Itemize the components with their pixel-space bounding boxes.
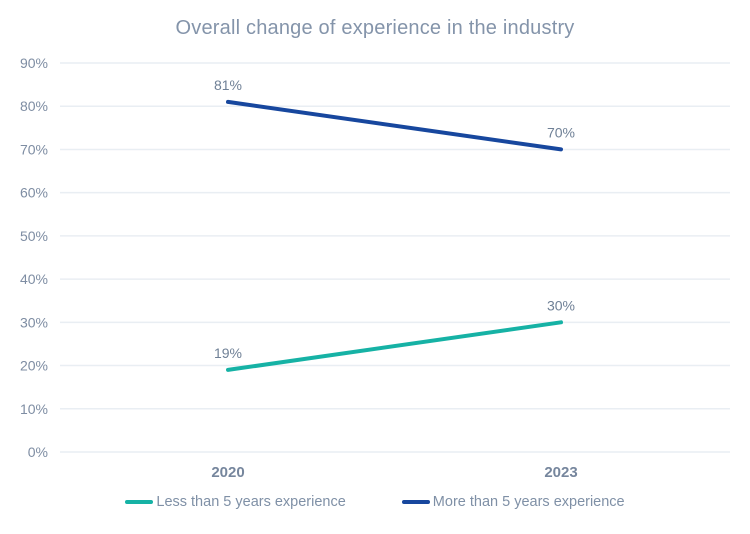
legend-label: More than 5 years experience <box>432 494 625 510</box>
series-line <box>226 320 563 372</box>
legend-line-marker <box>401 500 430 504</box>
legend-label: Less than 5 years experience <box>156 494 346 510</box>
y-axis-tick-label: 30% <box>20 314 48 330</box>
y-axis-tick-label: 20% <box>20 358 48 374</box>
data-point-label: 30% <box>547 297 575 313</box>
data-point-label: 19% <box>214 345 242 361</box>
x-axis-tick-label: 2023 <box>544 464 577 481</box>
data-point-label: 70% <box>547 124 575 140</box>
y-axis-tick-label: 40% <box>20 271 48 287</box>
y-axis-tick-label: 60% <box>20 185 48 201</box>
line-chart: 0% 10% 20% 30% 40% 50% 60% 70% 80% 90% 2020 2023 19%… <box>20 55 730 481</box>
y-axis-tick-label: 50% <box>20 228 48 244</box>
x-axis-tick-label: 2020 <box>211 464 244 481</box>
chart-title: Overall change of experience in the indu… <box>175 17 575 39</box>
y-axis-tick-label: 0% <box>28 444 48 460</box>
legend-item: More than 5 years experience <box>401 494 625 510</box>
data-point-label: 81% <box>214 77 242 93</box>
legend-line-marker <box>125 500 154 504</box>
series-line <box>226 99 563 152</box>
y-axis-tick-label: 90% <box>20 55 48 71</box>
y-axis-tick-label: 80% <box>20 98 48 114</box>
y-axis-tick-label: 70% <box>20 141 48 157</box>
y-axis-tick-label: 10% <box>20 401 48 417</box>
legend-item: Less than 5 years experience <box>125 494 346 510</box>
chart-legend: Less than 5 years experience More than 5 … <box>0 494 750 510</box>
